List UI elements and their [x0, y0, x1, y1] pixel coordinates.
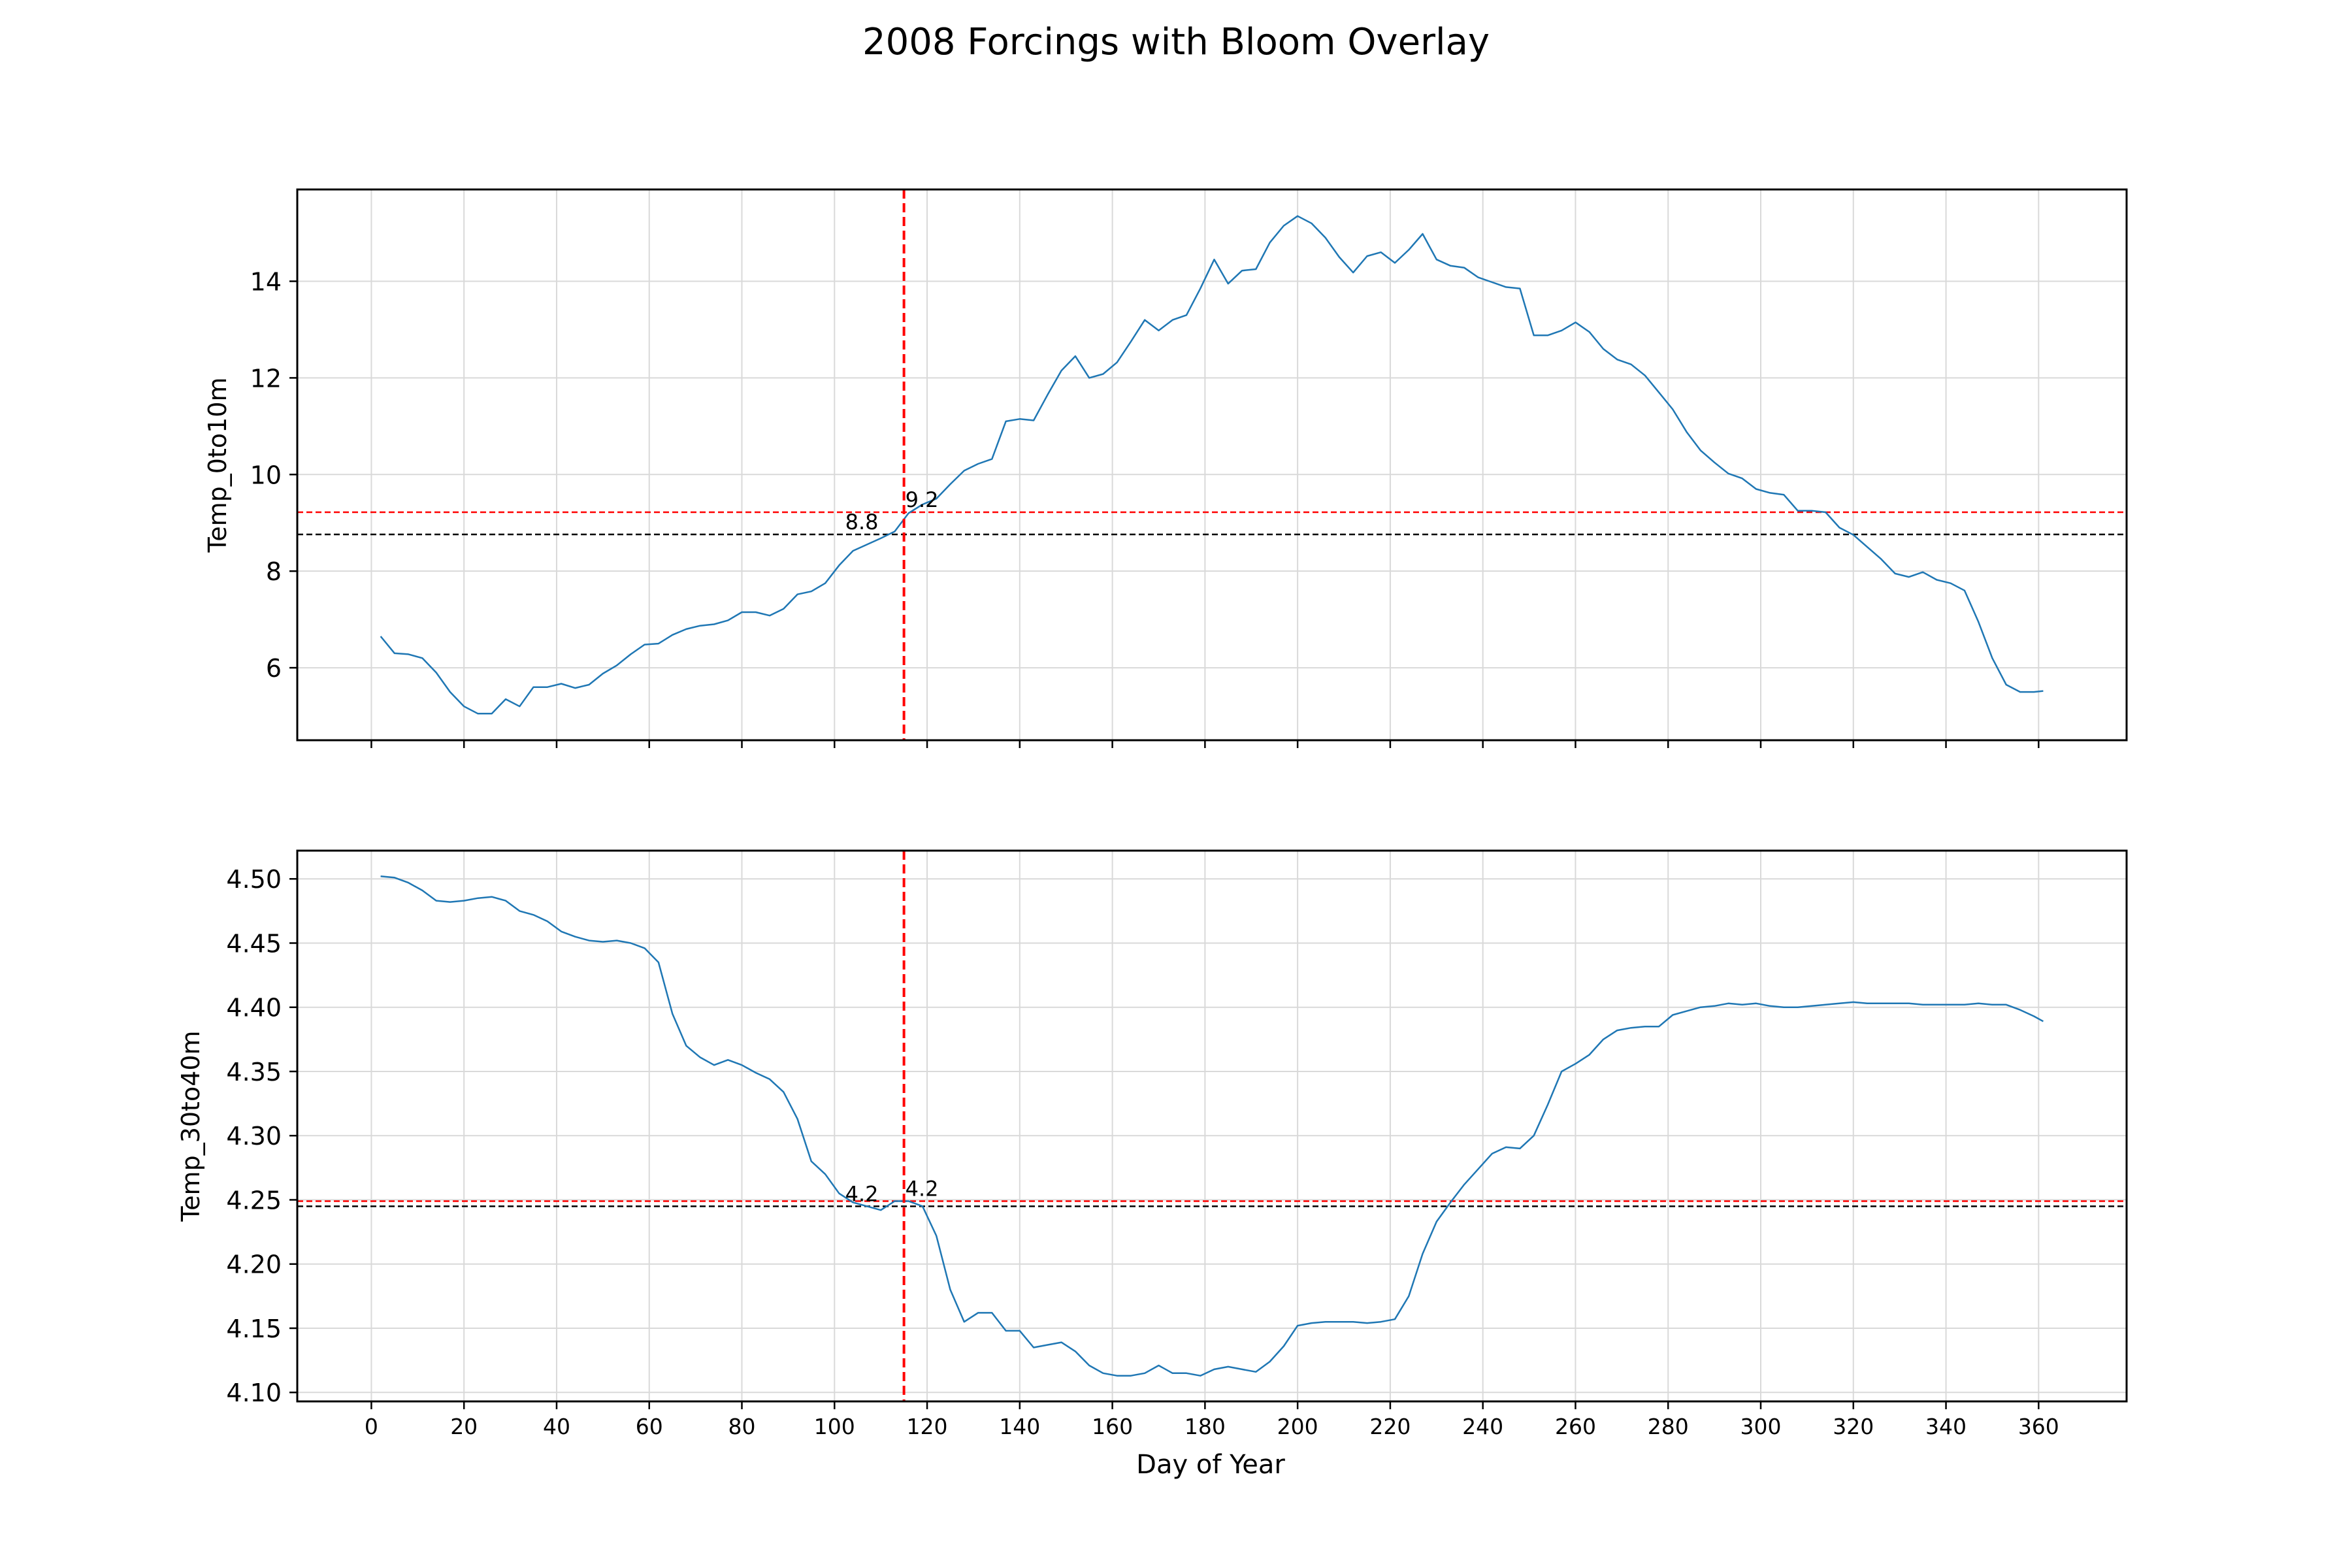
- threshold-label-black: 4.2: [845, 1181, 879, 1206]
- y-tick-label: 10: [250, 461, 282, 489]
- x-tick-label: 240: [1462, 1414, 1503, 1439]
- x-tick-label: 40: [543, 1414, 570, 1439]
- panel-temp-30to40m: 4.2 4.2 4.10 4.15 4.20 4.25 4.30 4.35 4.40 4.45 4.…: [176, 849, 2128, 1439]
- y-axis-label: Temp_30to40m: [176, 1030, 205, 1222]
- x-tick-label: 100: [814, 1414, 855, 1439]
- y-tick-label: 4.25: [226, 1186, 282, 1215]
- x-tick-label: 140: [999, 1414, 1040, 1439]
- threshold-label-red: 4.2: [906, 1176, 939, 1201]
- y-tick-label: 4.50: [226, 865, 282, 894]
- x-tick-label: 80: [728, 1414, 756, 1439]
- y-tick-label: 4.30: [226, 1122, 282, 1151]
- y-tick-label: 4.35: [226, 1058, 282, 1086]
- x-tick-label: 360: [2018, 1414, 2059, 1439]
- x-tick-label: 0: [365, 1414, 378, 1439]
- plot-area: [297, 851, 2127, 1401]
- x-tick-label: 260: [1555, 1414, 1596, 1439]
- plot-area: [297, 189, 2127, 740]
- y-axis-label: Temp_0to10m: [203, 378, 232, 553]
- threshold-label-red: 9.2: [906, 487, 939, 512]
- y-tick-label: 4.40: [226, 994, 282, 1022]
- plot-frame: [296, 849, 2128, 1403]
- chart-title: 2008 Forcings with Bloom Overlay: [862, 21, 1490, 63]
- plot-frame: [296, 188, 2128, 742]
- panel-temp-0to10m: 8.8 9.2 6 8 10 12 14 Temp_0to10m: [203, 188, 2128, 748]
- series-line: [380, 875, 2044, 1377]
- x-tick-label: 340: [1925, 1414, 1967, 1439]
- y-tick-label: 8: [266, 557, 282, 586]
- y-tick-label: 4.10: [226, 1379, 282, 1407]
- y-tick-label: 4.45: [226, 929, 282, 958]
- x-tick-label: 20: [450, 1414, 478, 1439]
- x-axis-label: Day of Year: [1136, 1450, 1285, 1480]
- y-tick-label: 12: [250, 364, 282, 393]
- y-tick-label: 6: [266, 654, 282, 683]
- x-tick-label: 280: [1648, 1414, 1689, 1439]
- x-tick-label: 60: [636, 1414, 663, 1439]
- series-line: [380, 215, 2044, 715]
- x-tick-label: 300: [1740, 1414, 1782, 1439]
- threshold-label-black: 8.8: [845, 510, 879, 534]
- x-tick-label: 220: [1369, 1414, 1411, 1439]
- x-tick-label: 180: [1184, 1414, 1226, 1439]
- x-tick-label: 320: [1833, 1414, 1874, 1439]
- y-tick-label: 4.20: [226, 1250, 282, 1279]
- y-tick-label: 4.15: [226, 1315, 282, 1343]
- y-tick-label: 14: [250, 268, 282, 297]
- x-tick-label: 120: [907, 1414, 948, 1439]
- x-tick-label: 200: [1277, 1414, 1318, 1439]
- x-tick-label: 160: [1092, 1414, 1133, 1439]
